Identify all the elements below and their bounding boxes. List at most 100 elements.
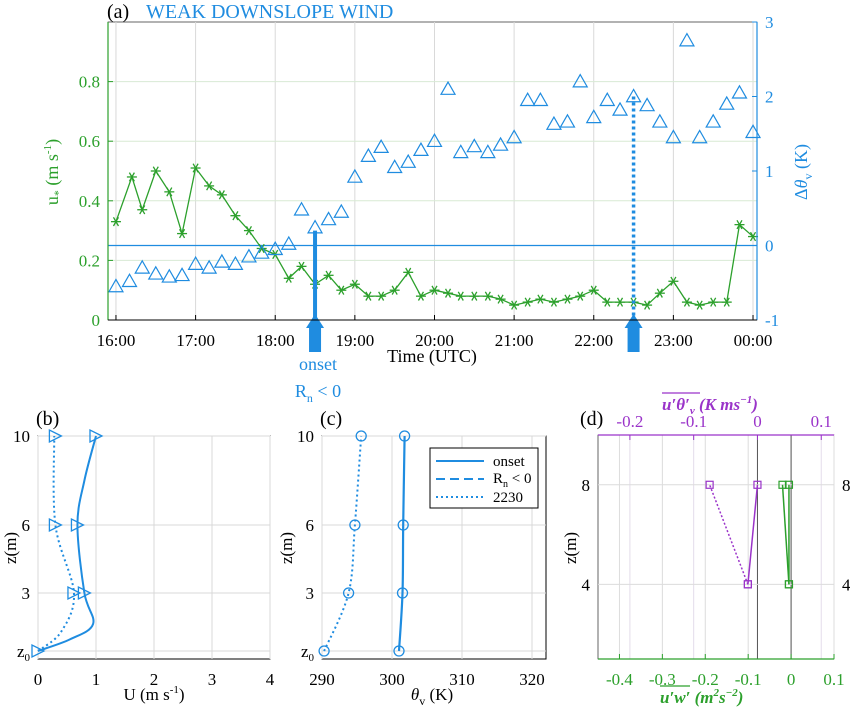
panel-d-frame (597, 434, 835, 660)
panel-d-label: (d) (580, 408, 603, 430)
asterisk-stroke (152, 166, 159, 176)
c-rn-line (398, 435, 406, 652)
ustar-point (256, 243, 267, 254)
ustar-point (376, 291, 387, 301)
ustar-point (615, 297, 626, 307)
panel-b-label: (b) (36, 408, 59, 430)
a-xtick-label: 22:00 (574, 331, 613, 350)
ustar-point (336, 285, 347, 295)
panel-d-ylabel: z(m) (561, 532, 580, 564)
dtheta-point (532, 92, 549, 107)
ustar-point (562, 294, 573, 304)
panel-a-xlabel: Time (UTC) (387, 346, 477, 367)
dtheta-point (665, 129, 682, 144)
dtheta-point (373, 138, 390, 154)
ustar-point (748, 231, 759, 242)
b-xtick-label: 3 (208, 670, 217, 689)
ustar-point (230, 211, 241, 221)
panel-b-ylabel: z(m) (1, 532, 20, 564)
c-2230-marker (342, 587, 355, 599)
ustar-point (296, 261, 307, 272)
dtheta-point (240, 248, 257, 263)
asterisk-stroke (749, 231, 757, 242)
panel-b-xlabel: U (m s-1) (123, 684, 184, 704)
asterisk-stroke (524, 297, 531, 307)
b-xtick-label: 1 (92, 670, 101, 689)
dtheta-point (718, 95, 735, 110)
asterisk-stroke (457, 291, 464, 301)
asterisk-stroke (298, 261, 305, 272)
asterisk-stroke (550, 297, 558, 307)
ustar-point (110, 217, 121, 227)
ustar-point (455, 291, 466, 301)
dtheta-point (187, 255, 204, 270)
asterisk-stroke (405, 267, 412, 277)
asterisk-stroke (338, 285, 345, 295)
ustar-point (495, 294, 506, 304)
ustar-point (323, 270, 334, 280)
asterisk-stroke (670, 276, 677, 286)
ustar-point (602, 297, 613, 307)
d-xtick-bottom-label: 0.1 (823, 670, 844, 689)
c-ytick-label: 3 (306, 584, 315, 603)
panel-c: 290 300 310 320 z0 3 6 10 (c) z(m) θv (K) onset… (277, 408, 547, 708)
d-xtick-bottom-label: -0.4 (606, 670, 633, 689)
dtheta-point (360, 147, 377, 162)
a-xtick-label: 18:00 (256, 331, 295, 350)
asterisk-stroke (497, 294, 504, 304)
ustar-point (216, 190, 227, 200)
ustar-point (204, 181, 215, 191)
a-ytick-right-label: 1 (765, 162, 774, 181)
asterisk-stroke (723, 297, 730, 307)
b-xtick-label: 4 (266, 670, 275, 689)
c-ytick-label: 10 (297, 427, 314, 446)
dtheta-point (572, 73, 589, 88)
b-2230-marker (48, 428, 63, 444)
a-xtick-label: 20:00 (415, 331, 454, 350)
ustar-point (575, 291, 586, 301)
dtheta-point (651, 113, 668, 128)
b-xtick-label: 2 (150, 670, 159, 689)
panel-b: 0 1 2 3 4 z0 3 6 10 (b) z(m) U (m s-1) (1, 408, 275, 704)
dtheta-point (559, 113, 576, 128)
c-xtick-label: 300 (379, 670, 405, 689)
dtheta-point (107, 278, 124, 293)
ustar-point (137, 205, 148, 215)
d-series-marker (753, 480, 762, 489)
ustar-point (708, 297, 719, 307)
asterisk-stroke (511, 300, 518, 310)
ustar-point (177, 228, 188, 239)
d-ytick-right-label: 4 (842, 575, 850, 594)
c-xtick-label: 290 (309, 670, 335, 689)
asterisk-stroke (365, 291, 372, 301)
ustar-point (535, 294, 546, 304)
asterisk-stroke (128, 172, 135, 182)
asterisk-stroke (391, 285, 398, 295)
dtheta-point (705, 113, 722, 128)
dtheta-point (625, 88, 642, 103)
c-onset-marker (398, 430, 411, 442)
asterisk-stroke (577, 291, 584, 301)
asterisk-stroke (285, 273, 292, 283)
dtheta-point (386, 159, 403, 174)
asterisk-stroke (245, 225, 253, 236)
asterisk-stroke (590, 285, 597, 295)
d-ytick-left-label: 4 (582, 575, 591, 594)
ustar-point (548, 297, 559, 307)
b-onset-marker (77, 585, 92, 601)
dtheta-point (320, 211, 337, 226)
a-ytick-right-label: 3 (765, 13, 774, 32)
d-xtick-bottom-label: -0.1 (735, 670, 762, 689)
ustar-point (283, 273, 294, 283)
dtheta-point (293, 201, 310, 216)
dtheta-point (639, 97, 656, 112)
late-arrowhead (624, 314, 643, 328)
late-arrow-shaft (627, 328, 640, 352)
asterisk-stroke (484, 291, 491, 301)
dtheta-point (267, 241, 284, 256)
asterisk-stroke (417, 291, 425, 301)
d-ytick-right-label: 8 (842, 476, 850, 495)
dtheta-point (346, 168, 363, 183)
panel-d-bottom-label: u′w′ (m2s−2) (660, 685, 743, 707)
dtheta-point (161, 268, 178, 283)
